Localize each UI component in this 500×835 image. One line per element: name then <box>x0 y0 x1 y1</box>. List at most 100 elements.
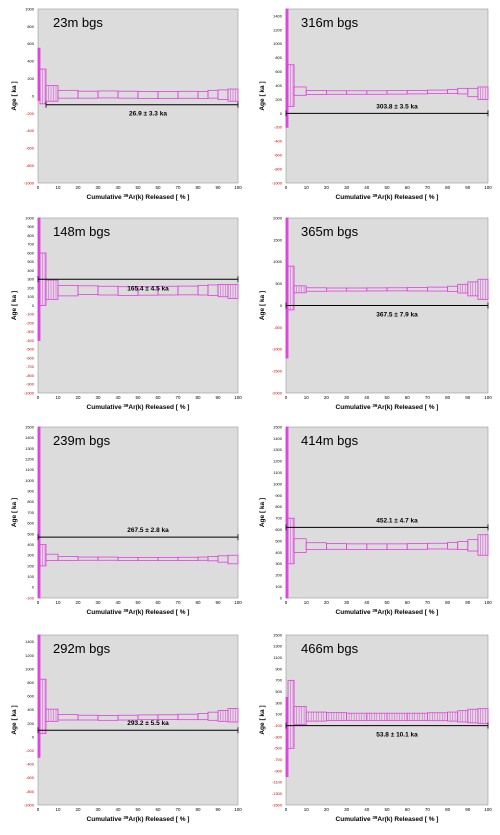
chart-panel-4: 365m bgs-2000-1500-1000-5000500100015002… <box>259 215 492 411</box>
y-tick-label: 1300 <box>25 446 35 451</box>
y-tick-label: 500 <box>275 689 282 694</box>
x-tick-label: 100 <box>484 185 492 190</box>
y-tick-label: 400 <box>27 542 34 547</box>
x-tick-label: 100 <box>484 395 492 400</box>
y-tick-label: 400 <box>27 707 34 712</box>
x-tick-label: 70 <box>175 395 181 400</box>
x-tick-label: 40 <box>115 185 121 190</box>
y-tick-label: 1400 <box>25 639 35 644</box>
y-axis-label: Age [ ka ] <box>259 498 266 527</box>
y-tick-label: 200 <box>275 573 282 578</box>
y-tick-label: -1500 <box>272 369 283 374</box>
y-tick-label: -800 <box>26 373 35 378</box>
y-tick-label: 1200 <box>25 653 35 658</box>
y-tick-label: 1000 <box>25 478 35 483</box>
spectrum-step <box>287 64 295 107</box>
x-tick-label: 40 <box>364 807 370 812</box>
x-tick-label: 100 <box>234 807 242 812</box>
y-tick-label: 200 <box>27 285 34 290</box>
panel-title: 23m bgs <box>53 15 103 30</box>
panel-title: 466m bgs <box>301 641 359 656</box>
x-tick-label: 70 <box>425 600 431 605</box>
y-tick-label: -100 <box>274 723 283 728</box>
y-tick-label: 900 <box>275 666 282 671</box>
panel-title: 148m bgs <box>53 224 111 239</box>
y-tick-label: 500 <box>27 259 34 264</box>
panel-title: 239m bgs <box>53 433 111 448</box>
y-tick-label: 700 <box>27 242 34 247</box>
y-tick-label: 1500 <box>273 424 283 429</box>
y-tick-label: 0 <box>280 595 283 600</box>
y-tick-label: -200 <box>274 125 283 130</box>
y-tick-label: 600 <box>275 527 282 532</box>
y-tick-label: -1000 <box>272 180 283 185</box>
y-tick-label: 1000 <box>25 215 35 220</box>
y-tick-label: 300 <box>275 561 282 566</box>
x-tick-label: 60 <box>155 395 161 400</box>
x-tick-label: 30 <box>344 600 350 605</box>
y-tick-label: 1500 <box>273 237 283 242</box>
x-tick-label: 10 <box>55 807 61 812</box>
x-tick-label: 100 <box>234 185 242 190</box>
x-axis-label: Cumulative 39Ar(k) Released [ % ] <box>336 403 439 412</box>
y-tick-label: 0 <box>32 734 35 739</box>
y-tick-label: 400 <box>275 550 282 555</box>
x-axis-label: Cumulative 39Ar(k) Released [ % ] <box>87 403 190 412</box>
chart-panel-3: 148m bgs-1000-900-800-700-600-500-400-30… <box>11 215 242 411</box>
y-axis-label: Age [ ka ] <box>259 705 266 734</box>
y-axis-label: Age [ ka ] <box>259 291 266 320</box>
x-tick-label: 80 <box>445 395 451 400</box>
x-tick-label: 30 <box>344 185 350 190</box>
y-tick-label: 100 <box>275 712 282 717</box>
y-tick-label: 1200 <box>25 456 35 461</box>
y-tick-label: -300 <box>274 734 283 739</box>
y-tick-label: 1000 <box>273 41 283 46</box>
y-tick-label: -600 <box>26 146 35 151</box>
y-tick-label: 400 <box>275 83 282 88</box>
plateau-age-label: 367.5 ± 7.9 ka <box>376 312 418 319</box>
y-tick-label: 900 <box>27 489 34 494</box>
y-tick-label: -400 <box>26 762 35 767</box>
y-tick-label: 1000 <box>25 6 35 11</box>
y-tick-label: 100 <box>27 294 34 299</box>
y-tick-label: 1000 <box>273 481 283 486</box>
y-tick-label: -1000 <box>24 390 35 395</box>
x-tick-label: 10 <box>304 185 310 190</box>
x-tick-label: 10 <box>55 600 61 605</box>
y-tick-label: 1100 <box>25 467 34 472</box>
x-tick-label: 0 <box>285 600 288 605</box>
x-tick-label: 90 <box>215 185 221 190</box>
y-axis-label: Age [ ka ] <box>11 705 18 734</box>
x-tick-label: 50 <box>135 395 141 400</box>
plot-area <box>285 8 489 184</box>
y-axis-label: Age [ ka ] <box>259 81 266 110</box>
x-tick-label: 80 <box>195 185 201 190</box>
y-tick-label: 800 <box>27 680 34 685</box>
y-tick-label: 600 <box>27 41 34 46</box>
x-tick-label: 30 <box>344 807 350 812</box>
y-tick-label: -300 <box>26 329 35 334</box>
x-tick-label: 50 <box>135 600 141 605</box>
x-axis-label: Cumulative 39Ar(k) Released [ % ] <box>336 193 439 202</box>
y-tick-label: 0 <box>280 303 283 308</box>
y-tick-label: 300 <box>275 700 282 705</box>
y-axis-label: Age [ ka ] <box>11 291 18 320</box>
y-tick-label: 700 <box>275 678 282 683</box>
y-tick-label: -1000 <box>24 802 35 807</box>
y-tick-label: 0 <box>32 303 35 308</box>
x-tick-label: 20 <box>75 185 81 190</box>
x-tick-label: 80 <box>445 185 451 190</box>
y-tick-label: 400 <box>27 268 34 273</box>
y-tick-label: 800 <box>275 504 282 509</box>
y-tick-label: 1500 <box>25 424 35 429</box>
y-tick-label: -2000 <box>272 390 283 395</box>
x-tick-label: 80 <box>445 600 451 605</box>
chart-panel-5: 239m bgs-1000100200300400500600700800900… <box>11 424 242 616</box>
y-tick-label: -1300 <box>272 791 283 796</box>
x-tick-label: 20 <box>324 185 330 190</box>
plateau-age-label: 303.8 ± 3.5 ka <box>376 103 418 110</box>
panel-title: 316m bgs <box>301 15 359 30</box>
y-tick-label: 600 <box>27 250 34 255</box>
x-tick-label: 0 <box>37 807 40 812</box>
